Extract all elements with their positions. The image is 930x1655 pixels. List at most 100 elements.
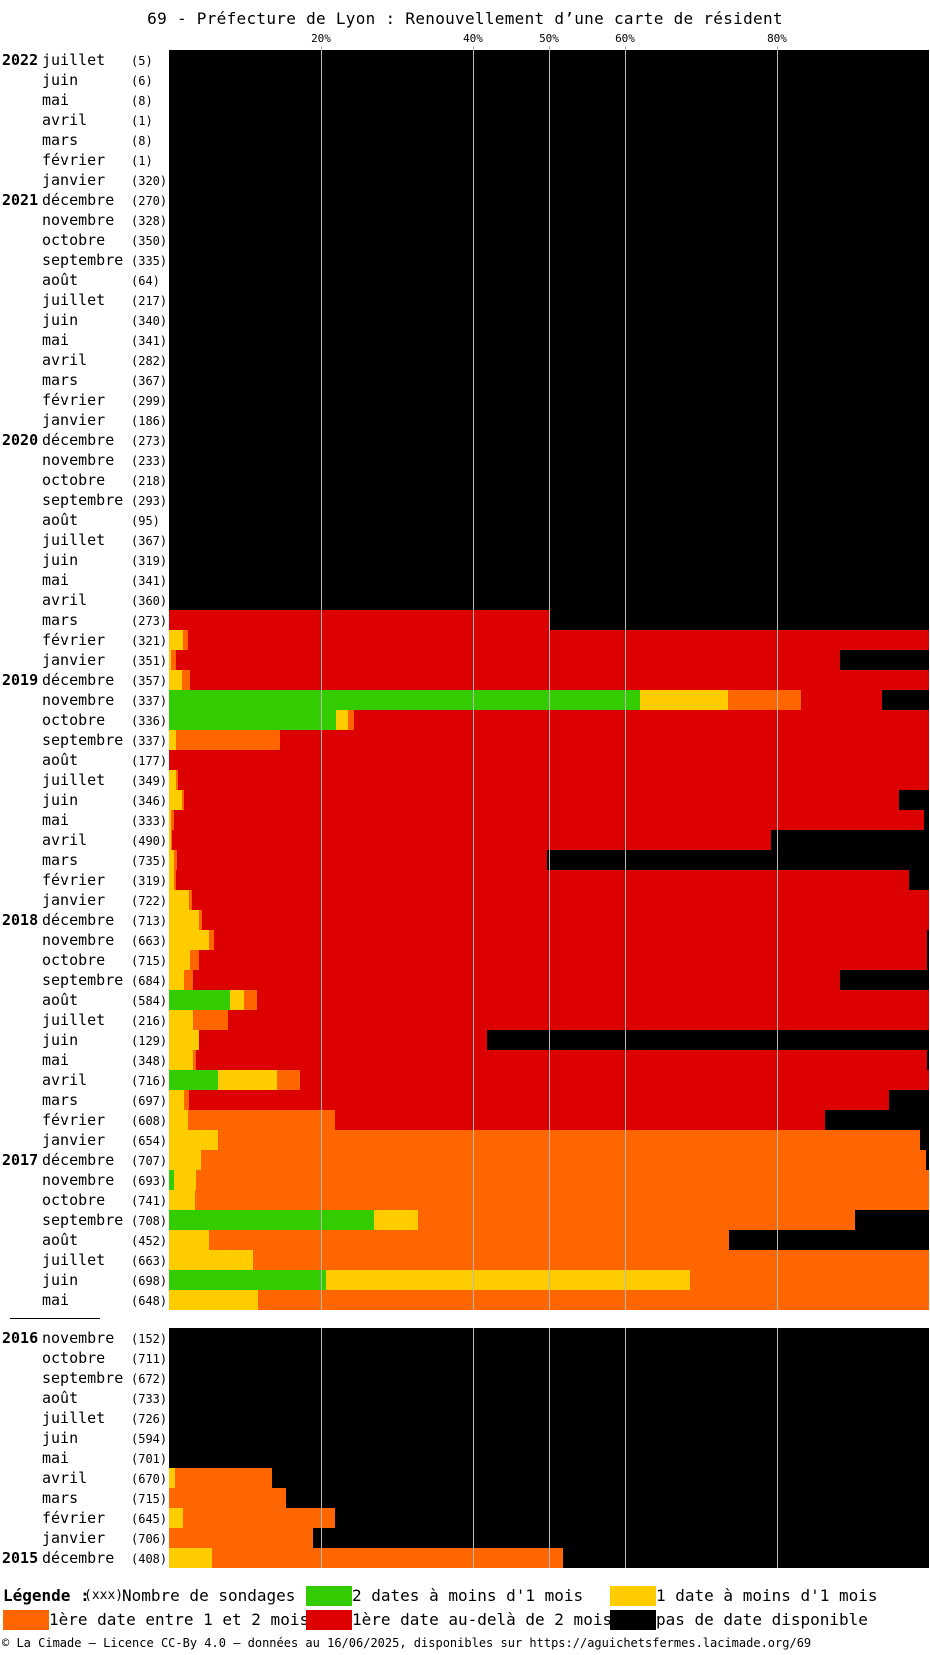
bar-row [169, 450, 929, 470]
month-label: octobre [42, 711, 106, 729]
month-label: octobre [42, 951, 106, 969]
bar-row [169, 1548, 929, 1568]
bar-segment-yellow [169, 670, 182, 690]
survey-count-label: (707) [131, 1154, 168, 1168]
bar-segment-yellow [218, 1070, 277, 1090]
bar-row [169, 1050, 929, 1070]
bar-row [169, 750, 929, 770]
bar-row [169, 370, 929, 390]
survey-count-label: (328) [131, 214, 168, 228]
survey-count-label: (701) [131, 1452, 168, 1466]
bar-segment-black [169, 150, 929, 170]
bar-segment-red [176, 650, 840, 670]
survey-count-label: (217) [131, 294, 168, 308]
legend-text-black: pas de date disponible [656, 1610, 868, 1629]
survey-count-label: (218) [131, 474, 168, 488]
survey-count-label: (321) [131, 634, 168, 648]
bar-segment-red [300, 1070, 929, 1090]
bar-segment-yellow [326, 1270, 690, 1290]
month-label: mars [42, 611, 79, 629]
bar-row [169, 790, 929, 810]
year-label: 2021 [2, 191, 39, 209]
bar-row [169, 210, 929, 230]
bar-segment-black [563, 1548, 929, 1568]
bar-segment-black [547, 850, 929, 870]
bar-segment-black [920, 1130, 929, 1150]
year-label: 2018 [2, 911, 39, 929]
month-label: septembre [42, 491, 124, 509]
bar-segment-orange [253, 1250, 929, 1270]
bar-row [169, 670, 929, 690]
month-label: décembre [42, 191, 115, 209]
bar-segment-black [169, 350, 929, 370]
bar-segment-black [169, 270, 929, 290]
bar-segment-black [926, 1150, 929, 1170]
bar-row [169, 250, 929, 270]
bar-segment-black [169, 570, 929, 590]
bar-segment-black [272, 1468, 929, 1488]
survey-count-label: (367) [131, 534, 168, 548]
bar-row [169, 1090, 929, 1110]
bar-segment-black [169, 310, 929, 330]
bar-row [169, 1070, 929, 1090]
bar-segment-orange [171, 830, 172, 850]
survey-count-label: (608) [131, 1114, 168, 1128]
year-label: 2020 [2, 431, 39, 449]
bar-segment-orange [188, 1110, 335, 1130]
survey-count-label: (216) [131, 1014, 168, 1028]
month-label: novembre [42, 211, 115, 229]
bar-segment-orange [218, 1130, 920, 1150]
bar-row [169, 1130, 929, 1150]
bar-segment-orange [183, 630, 188, 650]
survey-count-label: (282) [131, 354, 168, 368]
bar-segment-orange [690, 1270, 929, 1290]
bar-segment-orange [195, 1190, 929, 1210]
x-tick-label: 60% [615, 32, 635, 45]
bar-segment-black [169, 50, 929, 70]
bar-segment-black [169, 330, 929, 350]
survey-count-label: (8) [131, 134, 153, 148]
month-label: juin [42, 551, 79, 569]
bar-segment-orange [174, 850, 177, 870]
survey-count-label: (64) [131, 274, 160, 288]
bar-segment-green [169, 710, 336, 730]
bar-segment-red [177, 850, 547, 870]
survey-count-label: (716) [131, 1074, 168, 1088]
bar-row [169, 950, 929, 970]
month-label: avril [42, 831, 88, 849]
bar-segment-orange [193, 1010, 228, 1030]
bar-segment-orange [183, 1508, 335, 1528]
bar-segment-yellow [169, 1548, 212, 1568]
month-label: mars [42, 371, 79, 389]
bar-segment-orange [258, 1290, 929, 1310]
month-label: mai [42, 571, 70, 589]
bar-segment-orange [171, 650, 176, 670]
bar-row [169, 930, 929, 950]
bar-segment-orange [169, 1528, 313, 1548]
bar-segment-orange [175, 1468, 272, 1488]
bar-segment-black [840, 650, 929, 670]
bar-segment-black [335, 1508, 929, 1528]
legend-swatch-green [306, 1586, 352, 1606]
month-label: mars [42, 1091, 79, 1109]
bar-row [169, 1170, 929, 1190]
bar-segment-green [169, 990, 230, 1010]
bar-row [169, 1230, 929, 1250]
bar-segment-orange [169, 1488, 286, 1508]
month-label: mai [42, 1291, 70, 1309]
month-label: septembre [42, 1369, 124, 1387]
survey-count-label: (698) [131, 1274, 168, 1288]
bar-segment-red [184, 790, 899, 810]
survey-count-label: (367) [131, 374, 168, 388]
survey-count-label: (341) [131, 334, 168, 348]
bar-segment-yellow [169, 1030, 199, 1050]
bar-row [169, 1110, 929, 1130]
survey-count-label: (1) [131, 154, 153, 168]
bar-row [169, 170, 929, 190]
month-label: juillet [42, 51, 106, 69]
bar-segment-yellow [169, 870, 174, 890]
bar-segment-red [214, 930, 927, 950]
bar-segment-black [899, 790, 929, 810]
bar-row [169, 650, 929, 670]
bar-row [169, 870, 929, 890]
